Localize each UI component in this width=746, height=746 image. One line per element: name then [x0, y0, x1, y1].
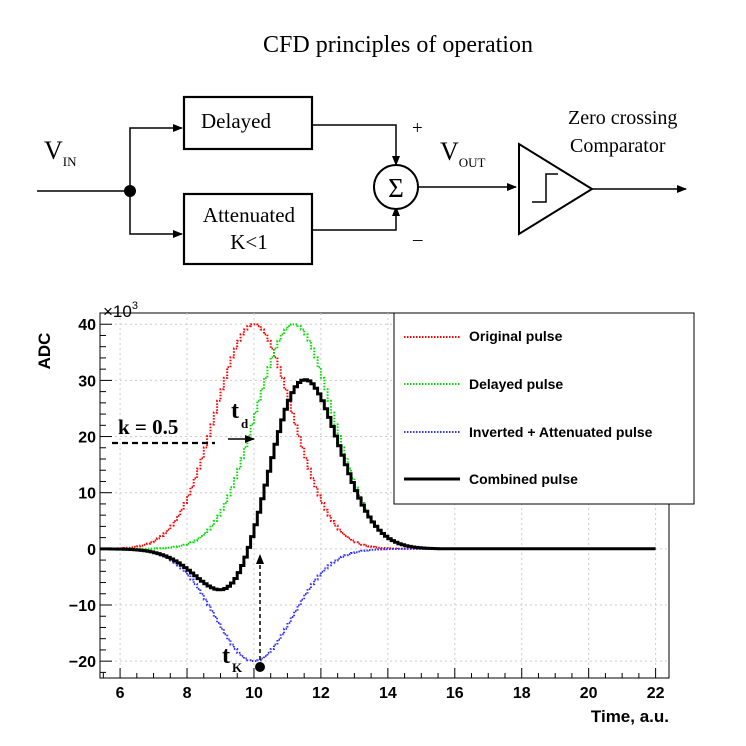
comparator-label: Zero crossing	[568, 107, 677, 129]
x-tick-label: 16	[446, 685, 464, 702]
y-tick-label: 0	[87, 542, 96, 559]
delayed-to-sum-line	[312, 124, 400, 166]
block-diagram: VIN Delayed Attenuated K<1 + – Σ VOUT Ze…	[37, 95, 687, 266]
x-tick-label: 20	[580, 685, 598, 702]
y-tick-label: −10	[69, 598, 96, 615]
x-tick-label: 14	[379, 685, 397, 702]
y-axis-label: ADC	[35, 333, 54, 370]
x-tick-label: 22	[647, 685, 665, 702]
x-axis-label: Time, a.u.	[591, 707, 669, 726]
sum-symbol: Σ	[388, 173, 404, 203]
attenuated-block	[182, 192, 314, 266]
legend-label-delayed: Delayed pulse	[469, 376, 563, 392]
delayed-block	[182, 95, 314, 151]
comparator-label-2: Comparator	[570, 135, 666, 157]
attenuated-label: Attenuated	[203, 203, 296, 227]
upper-branch-line	[129, 124, 183, 191]
comparator-triangle	[518, 142, 594, 236]
series-line-delayed-pulse	[100, 323, 656, 550]
y-tick-label: 30	[78, 373, 96, 390]
y-tick-label: 20	[78, 430, 96, 447]
minus-sign: –	[412, 229, 423, 250]
delayed-label: Delayed	[201, 109, 271, 133]
x-tick-label: 8	[183, 685, 192, 702]
x-tick-label: 18	[513, 685, 531, 702]
diagram-title: CFD principles of operation	[263, 32, 533, 58]
pulse-chart: 6 8 10 12 14 16 18 20 22 −20 −10 0 10 20 30 40 ADC Time…	[35, 300, 695, 726]
y-scale-label: ×103	[103, 300, 138, 321]
x-tick-label: 6	[116, 685, 125, 702]
vin-label: VIN	[44, 136, 77, 169]
attenuated-to-sum-line	[312, 206, 400, 231]
tk-marker	[255, 662, 265, 672]
series-layer	[100, 323, 656, 662]
legend-label-original: Original pulse	[469, 328, 563, 344]
x-tick-label: 10	[245, 685, 263, 702]
legend-label-combined: Combined pulse	[469, 471, 578, 487]
legend-label-inverted: Inverted + Attenuated pulse	[469, 424, 653, 440]
axis-ticks: 6 8 10 12 14 16 18 20 22 −20 −10 0 10 20 30 40	[69, 312, 665, 702]
lower-branch-line	[129, 191, 183, 238]
legend: Original pulse Delayed pulse Inverted + …	[393, 312, 695, 505]
plus-sign: +	[412, 118, 423, 139]
y-tick-label: −20	[69, 654, 96, 671]
legend-box	[393, 312, 695, 505]
k-label: k = 0.5	[118, 415, 178, 439]
vout-label: VOUT	[440, 137, 486, 170]
x-tick-label: 12	[312, 685, 330, 702]
series-line-combined-pulse	[100, 378, 656, 592]
attenuated-k-label: K<1	[230, 230, 268, 254]
y-tick-label: 10	[78, 486, 96, 503]
comparator-step-icon	[532, 173, 558, 203]
y-tick-label: 40	[78, 317, 96, 334]
